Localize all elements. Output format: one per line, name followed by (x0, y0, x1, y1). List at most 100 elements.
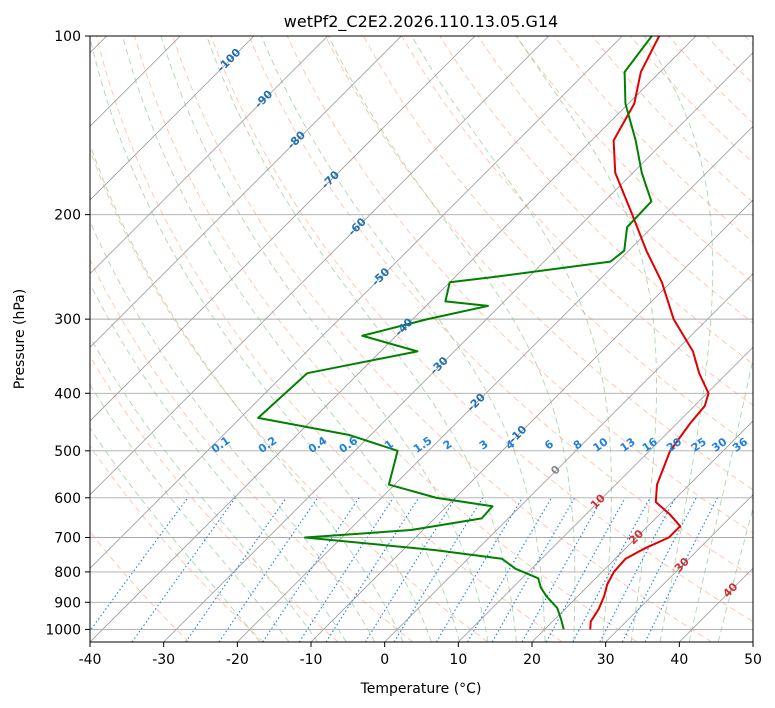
y-tick-label: 200 (54, 208, 81, 224)
mixing-ratio-line (545, 497, 626, 642)
moist-adiabat (90, 282, 347, 642)
mixing-ratio-label: 6 (542, 437, 556, 452)
moist-adiabat (643, 36, 714, 642)
x-axis: -40 -30 -20 -10 0 10 20 30 40 50 (79, 642, 762, 668)
dewpoint-trace (257, 36, 653, 630)
mixing-ratio-label: 0.4 (306, 434, 330, 456)
mixing-ratio-label: 2 (441, 437, 455, 452)
y-tick-label: 100 (54, 29, 81, 45)
dry-adiabat (90, 355, 339, 642)
dry-adiabat (90, 148, 488, 642)
mixing-ratio-line (90, 497, 189, 632)
isotherm-line (90, 36, 476, 422)
mixing-ratio-label: 1.5 (411, 434, 434, 456)
y-tick-label: 700 (54, 531, 81, 547)
moist-adiabat (90, 143, 404, 642)
mixing-ratio-line (325, 497, 420, 642)
x-tick-label: 50 (744, 652, 762, 668)
isotherm-label: 0 (548, 463, 563, 478)
x-tick-label: 10 (449, 652, 467, 668)
dry-adiabat (515, 36, 753, 283)
moist-adiabat (90, 427, 261, 642)
mixing-ratio-label: 36 (730, 435, 750, 455)
moist-adiabat (160, 36, 489, 642)
x-tick-label: 0 (380, 652, 389, 668)
mixing-ratio-line (572, 497, 651, 642)
isotherm-line (90, 36, 255, 201)
dry-adiabat (286, 36, 753, 534)
x-tick-label: -10 (300, 652, 323, 668)
dry-adiabat (248, 36, 753, 578)
isotherm-label-layer: 0.1 0.2 0.4 0.6 1 1.5 2 3 4 6 8 10 13 16 20 25 30 36-100-… (209, 46, 750, 601)
y-axis: 100 200 300 400 500 600 700 800 900 1000 (45, 29, 90, 638)
y-axis-label: Pressure (hPa) (12, 289, 28, 389)
dry-adiabat (90, 445, 264, 642)
x-tick-label: 30 (597, 652, 615, 668)
isotherm-line (163, 52, 753, 642)
isotherm-line (752, 641, 753, 642)
mixing-ratio-line (393, 497, 484, 642)
isotherm-label: -50 (369, 265, 392, 288)
mixing-ratio-label: 3 (477, 437, 491, 452)
mixing-ratio-label: 10 (590, 435, 610, 455)
plot-frame (89, 35, 754, 643)
mixing-ratio-line (262, 497, 360, 642)
isotherm-line (310, 199, 753, 642)
dry-adiabat (172, 36, 712, 642)
isotherm-line (90, 36, 328, 275)
chart-grid (90, 36, 753, 642)
isotherm-label: -60 (346, 215, 369, 238)
isotherm-line (90, 36, 549, 496)
mixing-ratio-line (621, 497, 697, 642)
y-tick-label: 400 (54, 386, 81, 402)
moist-adiabat (206, 36, 517, 642)
mixing-ratio-label: 8 (571, 437, 585, 452)
mixing-ratio-label: 20 (664, 435, 684, 455)
y-tick-label: 900 (54, 595, 81, 611)
isotherm-line (458, 346, 753, 642)
isotherm-label: -70 (319, 168, 342, 191)
y-tick-label: 800 (54, 565, 81, 581)
moist-adiabat (90, 220, 376, 642)
x-tick-label: 20 (523, 652, 541, 668)
isotherm-line (90, 36, 402, 348)
mixing-ratio-line (218, 497, 319, 642)
isotherm-label: 20 (626, 527, 646, 547)
moist-adiabat (516, 36, 657, 642)
moist-adiabat (260, 36, 546, 642)
isotherm-line (605, 494, 753, 642)
mixing-ratio-line (599, 497, 676, 642)
mixing-ratio-line (644, 497, 718, 642)
mixing-ratio-line (435, 497, 523, 642)
dry-adiabat (90, 531, 190, 642)
x-tick-label: 40 (670, 652, 688, 668)
dry-adiabat (90, 258, 414, 642)
isotherm-line (90, 36, 697, 642)
moist-adiabat (90, 383, 290, 642)
mixing-ratio-label: 25 (689, 435, 709, 454)
y-tick-label: 600 (54, 491, 81, 507)
dry-adiabat (477, 36, 753, 324)
isotherm-line (531, 420, 753, 642)
isotherm-line (679, 567, 753, 642)
isotherm-label: -20 (465, 391, 488, 414)
isotherm-line (90, 36, 623, 569)
isotherm-label: -80 (285, 128, 308, 151)
dry-adiabat (591, 36, 753, 203)
mixing-ratio-line (364, 497, 457, 642)
dry-adiabat (210, 36, 753, 623)
moist-adiabat (90, 36, 432, 642)
moist-adiabat (328, 36, 576, 642)
dry-adiabat (439, 36, 753, 365)
dry-adiabat (134, 36, 638, 642)
dry-adiabat (706, 36, 753, 85)
mixing-ratio-label: 0.1 (209, 434, 232, 456)
x-tick-label: -30 (152, 652, 175, 668)
isotherm-label: -90 (252, 87, 275, 110)
temperature-trace (589, 36, 710, 630)
dry-adiabat (324, 36, 753, 491)
y-tick-label: 300 (54, 312, 81, 328)
isotherm-line (237, 125, 753, 642)
mixing-ratio-label: 30 (709, 435, 729, 455)
